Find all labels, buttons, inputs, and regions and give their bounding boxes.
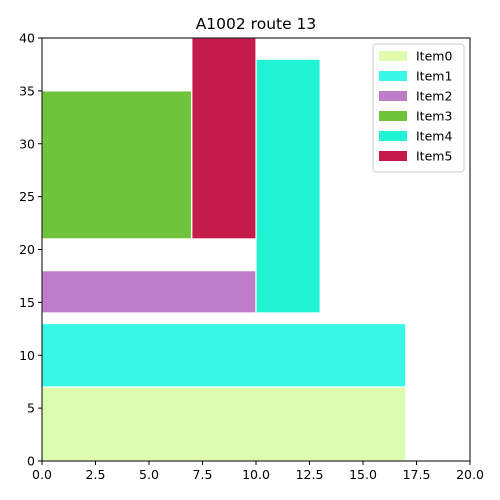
x-tick-label: 20.0 [456,467,484,482]
bar-item1 [41,322,407,388]
x-tick-label: 12.5 [296,467,324,482]
x-tick-label: 17.5 [403,467,431,482]
x-tick-label: 2.5 [86,467,106,482]
legend-label: Item4 [416,129,452,144]
legend-label: Item0 [416,49,452,64]
bars-group [41,37,407,462]
legend-swatch [379,131,407,141]
bar-item4 [255,58,321,314]
bar-item0 [41,386,407,462]
bar-item5 [191,37,257,240]
legend-swatch [379,91,407,101]
legend: Item0 Item1 Item2 Item3 Item4 Item5 [372,43,465,173]
x-tick-label: 15.0 [349,467,377,482]
x-axis: 0.0 2.5 5.0 7.5 10.0 12.5 15.0 17.5 20.0 [32,461,484,482]
legend-swatch [379,51,407,61]
chart-title: A1002 route 13 [196,15,317,33]
y-tick-label: 40 [19,31,35,46]
y-tick-label: 25 [19,189,35,204]
y-tick-label: 0 [27,454,35,469]
x-tick-label: 7.5 [193,467,213,482]
legend-swatch [379,111,407,121]
legend-label: Item2 [416,89,452,104]
y-tick-label: 15 [19,295,35,310]
y-axis: 0 5 10 15 20 25 30 35 40 [19,31,42,469]
y-tick-label: 5 [27,401,35,416]
legend-label: Item1 [416,69,452,84]
bar-item2 [41,270,257,314]
y-tick-label: 35 [19,83,35,98]
x-tick-label: 10.0 [242,467,270,482]
y-tick-label: 10 [19,348,35,363]
legend-swatch [379,151,407,161]
x-tick-label: 5.0 [139,467,159,482]
y-tick-label: 30 [19,136,35,151]
x-tick-label: 0.0 [32,467,52,482]
legend-label: Item3 [416,109,452,124]
legend-swatch [379,71,407,81]
bar-item3 [41,90,193,240]
legend-label: Item5 [416,149,452,164]
y-tick-label: 20 [19,242,35,257]
